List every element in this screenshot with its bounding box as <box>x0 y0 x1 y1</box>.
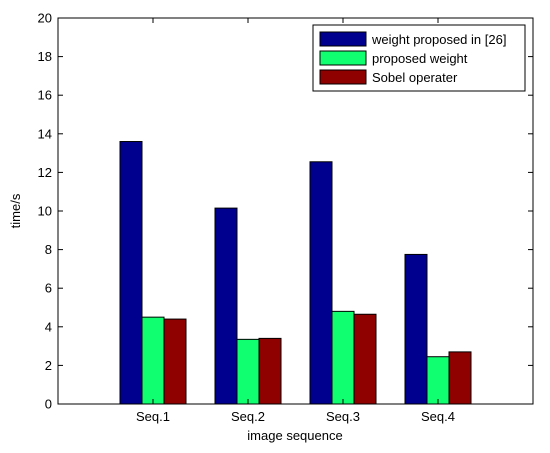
bar-2-4 <box>426 356 450 405</box>
y-tick-label: 20 <box>38 11 52 26</box>
bar-3-4 <box>448 351 472 405</box>
bar-1-3 <box>309 161 333 405</box>
bar-3-3 <box>353 313 377 405</box>
bar-3-1 <box>163 318 187 405</box>
y-axis: 0 2 4 6 8 10 12 14 16 18 20 <box>38 11 533 412</box>
y-tick-label: 0 <box>45 397 52 412</box>
x-tick-label: Seq.4 <box>421 409 455 424</box>
bar-2-3 <box>331 310 355 405</box>
legend-swatch-3 <box>319 69 367 85</box>
bars-group <box>119 141 472 405</box>
bar-1-2 <box>214 207 238 405</box>
x-tick-label: Seq.1 <box>136 409 170 424</box>
legend-label-3: Sobel operater <box>372 70 458 85</box>
y-tick-label: 12 <box>38 165 52 180</box>
x-axis-label: image sequence <box>247 428 342 443</box>
legend-swatch-1 <box>319 31 367 47</box>
y-tick-label: 4 <box>45 319 52 334</box>
y-tick-label: 8 <box>45 242 52 257</box>
plot-frame <box>57 17 534 405</box>
y-tick-label: 14 <box>38 126 52 141</box>
legend-label-2: proposed weight <box>372 51 468 66</box>
y-tick-label: 2 <box>45 358 52 373</box>
bar-2-2 <box>236 338 260 405</box>
x-tick-label: Seq.3 <box>326 409 360 424</box>
y-tick-label: 6 <box>45 281 52 296</box>
legend: weight proposed in [26] proposed weight So… <box>312 24 526 92</box>
legend-swatch-2 <box>319 50 367 66</box>
y-axis-label: time/s <box>8 193 23 228</box>
x-tick-label: Seq.2 <box>231 409 265 424</box>
bar-1-4 <box>404 253 428 405</box>
x-axis: Seq.1 Seq.2 Seq.3 Seq.4 <box>136 18 455 424</box>
bar-2-1 <box>141 316 165 405</box>
y-tick-label: 10 <box>38 204 52 219</box>
y-tick-label: 18 <box>38 49 52 64</box>
y-tick-label: 16 <box>38 88 52 103</box>
bar-1-1 <box>119 141 143 405</box>
bar-3-2 <box>258 337 282 405</box>
legend-label-1: weight proposed in [26] <box>371 32 506 47</box>
